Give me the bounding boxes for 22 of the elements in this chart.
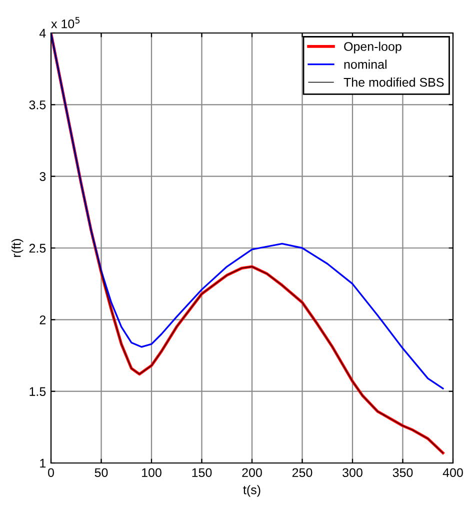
x-tick-label: 400 — [442, 468, 463, 478]
x-tick-label: 250 — [292, 468, 312, 478]
legend-label: Open-loop — [344, 42, 402, 54]
x-tick-label: 100 — [142, 468, 162, 478]
y-tick-label: 2 — [40, 315, 46, 324]
text: x 10$^{5}$ — [51, 17, 80, 28]
y-axis-title: r(ft) — [12, 239, 24, 257]
x-tick-label: 50 — [94, 468, 108, 478]
x-tick-label: 300 — [342, 468, 362, 478]
y-tick-label: 1 — [40, 458, 46, 468]
legend-label: nominal — [344, 60, 386, 69]
x-tick-label: 350 — [392, 468, 413, 478]
x-tick-label: 0 — [48, 468, 54, 478]
x-tick-label: 150 — [192, 468, 212, 478]
y-tick-label: 1.5 — [30, 387, 46, 396]
y-tick-label: 4 — [39, 28, 46, 38]
legend-label: The modified SBS — [344, 78, 444, 87]
y-tick-label: 3 — [40, 172, 46, 181]
x-axis-title: t(s) — [243, 485, 260, 497]
y-tick-label: 3.5 — [29, 100, 46, 110]
y-tick-label: 2.5 — [29, 244, 46, 253]
x-tick-label: 200 — [242, 468, 262, 478]
